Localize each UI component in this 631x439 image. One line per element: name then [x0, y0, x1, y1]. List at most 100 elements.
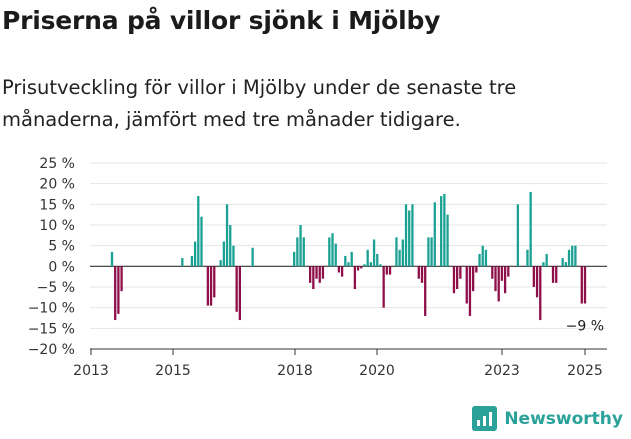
bar [478, 253, 481, 267]
bar [404, 204, 408, 267]
bar [497, 266, 500, 302]
bar [555, 266, 558, 283]
bar [401, 239, 404, 267]
bar [117, 266, 120, 314]
bar [197, 196, 200, 267]
bar [446, 214, 449, 267]
x-axis: 2013 2015 2018 2020 2023 2025 [73, 348, 607, 379]
bar [356, 266, 360, 271]
bar [350, 251, 353, 267]
bar [372, 239, 376, 267]
bar [213, 266, 216, 298]
bar [545, 253, 548, 267]
newsworthy-brand: Newsworthy [472, 406, 623, 431]
bar [235, 266, 238, 312]
bar [369, 262, 373, 267]
chart-title: Priserna på villor sjönk i Mjölby [2, 6, 441, 35]
bar [337, 266, 341, 273]
bar [507, 266, 510, 277]
bar [293, 251, 296, 267]
bar [424, 266, 427, 316]
x-tick-label: 2023 [484, 363, 520, 379]
bar [430, 237, 433, 267]
bar [551, 266, 555, 283]
bar [408, 210, 411, 267]
bar [344, 256, 347, 267]
bar [309, 266, 312, 283]
bar [321, 266, 325, 279]
bar [353, 266, 357, 290]
bar [529, 191, 532, 267]
newsworthy-logo-icon [472, 406, 498, 431]
bar [427, 237, 430, 267]
bar [120, 266, 123, 292]
bar [571, 245, 574, 267]
bar [532, 266, 536, 287]
bar [190, 256, 194, 267]
bar [379, 264, 382, 267]
bar [494, 266, 497, 292]
bar [567, 249, 571, 267]
bar [561, 258, 564, 267]
bar [360, 266, 363, 269]
bar [232, 245, 235, 267]
bar [539, 266, 542, 321]
last-value-annotation: −9 % [566, 319, 604, 335]
bar [420, 266, 424, 283]
bar [328, 237, 331, 267]
bar [503, 266, 507, 294]
x-tick-label: 2025 [567, 363, 603, 379]
bar [334, 243, 337, 267]
bar [500, 266, 504, 281]
bar [110, 251, 114, 267]
bar [209, 266, 213, 306]
bar [459, 266, 462, 279]
y-tick-label: −15 % [28, 321, 75, 337]
bar [376, 253, 379, 267]
bar [471, 266, 475, 292]
bar [484, 249, 488, 267]
bar [395, 237, 398, 267]
bar-chart: 25 % 20 % 15 % 10 % 5 % 0 % −5 % −10 % −15 % −20 … [28, 156, 607, 379]
y-tick-label: −5 % [37, 280, 75, 296]
y-tick-label: 25 % [39, 156, 75, 172]
x-tick-label: 2013 [73, 363, 109, 379]
y-tick-label: 5 % [48, 239, 75, 255]
x-tick-label: 2015 [155, 363, 191, 379]
bar [443, 194, 446, 267]
bar [114, 266, 117, 321]
bar [347, 262, 350, 267]
bar [475, 266, 478, 273]
bar [440, 196, 443, 267]
bar [417, 266, 420, 279]
bar [456, 266, 459, 290]
bar [302, 237, 305, 267]
bars [110, 191, 587, 321]
bar [385, 266, 388, 275]
chart-subtitle: Prisutveckling för villor i Mjölby under… [2, 76, 517, 131]
bar [315, 266, 318, 279]
y-tick-label: 0 % [48, 259, 75, 275]
x-tick-label: 2018 [277, 363, 313, 379]
bar [465, 266, 468, 304]
bar [251, 247, 254, 267]
bar [411, 204, 414, 267]
bar [388, 266, 392, 275]
bar [491, 266, 494, 279]
bar [580, 266, 583, 304]
bar [229, 225, 232, 267]
y-tick-label: 20 % [39, 177, 75, 193]
bar [433, 202, 436, 267]
bar [574, 245, 577, 267]
bar [583, 266, 587, 304]
gridlines [90, 162, 607, 350]
y-tick-label: 10 % [39, 218, 75, 234]
bar [382, 266, 385, 308]
bar [238, 266, 241, 321]
bar [219, 260, 222, 267]
bar [225, 204, 229, 267]
bar [222, 241, 226, 267]
y-tick-label: −10 % [28, 301, 75, 317]
bar [535, 266, 539, 298]
bar [312, 266, 315, 290]
